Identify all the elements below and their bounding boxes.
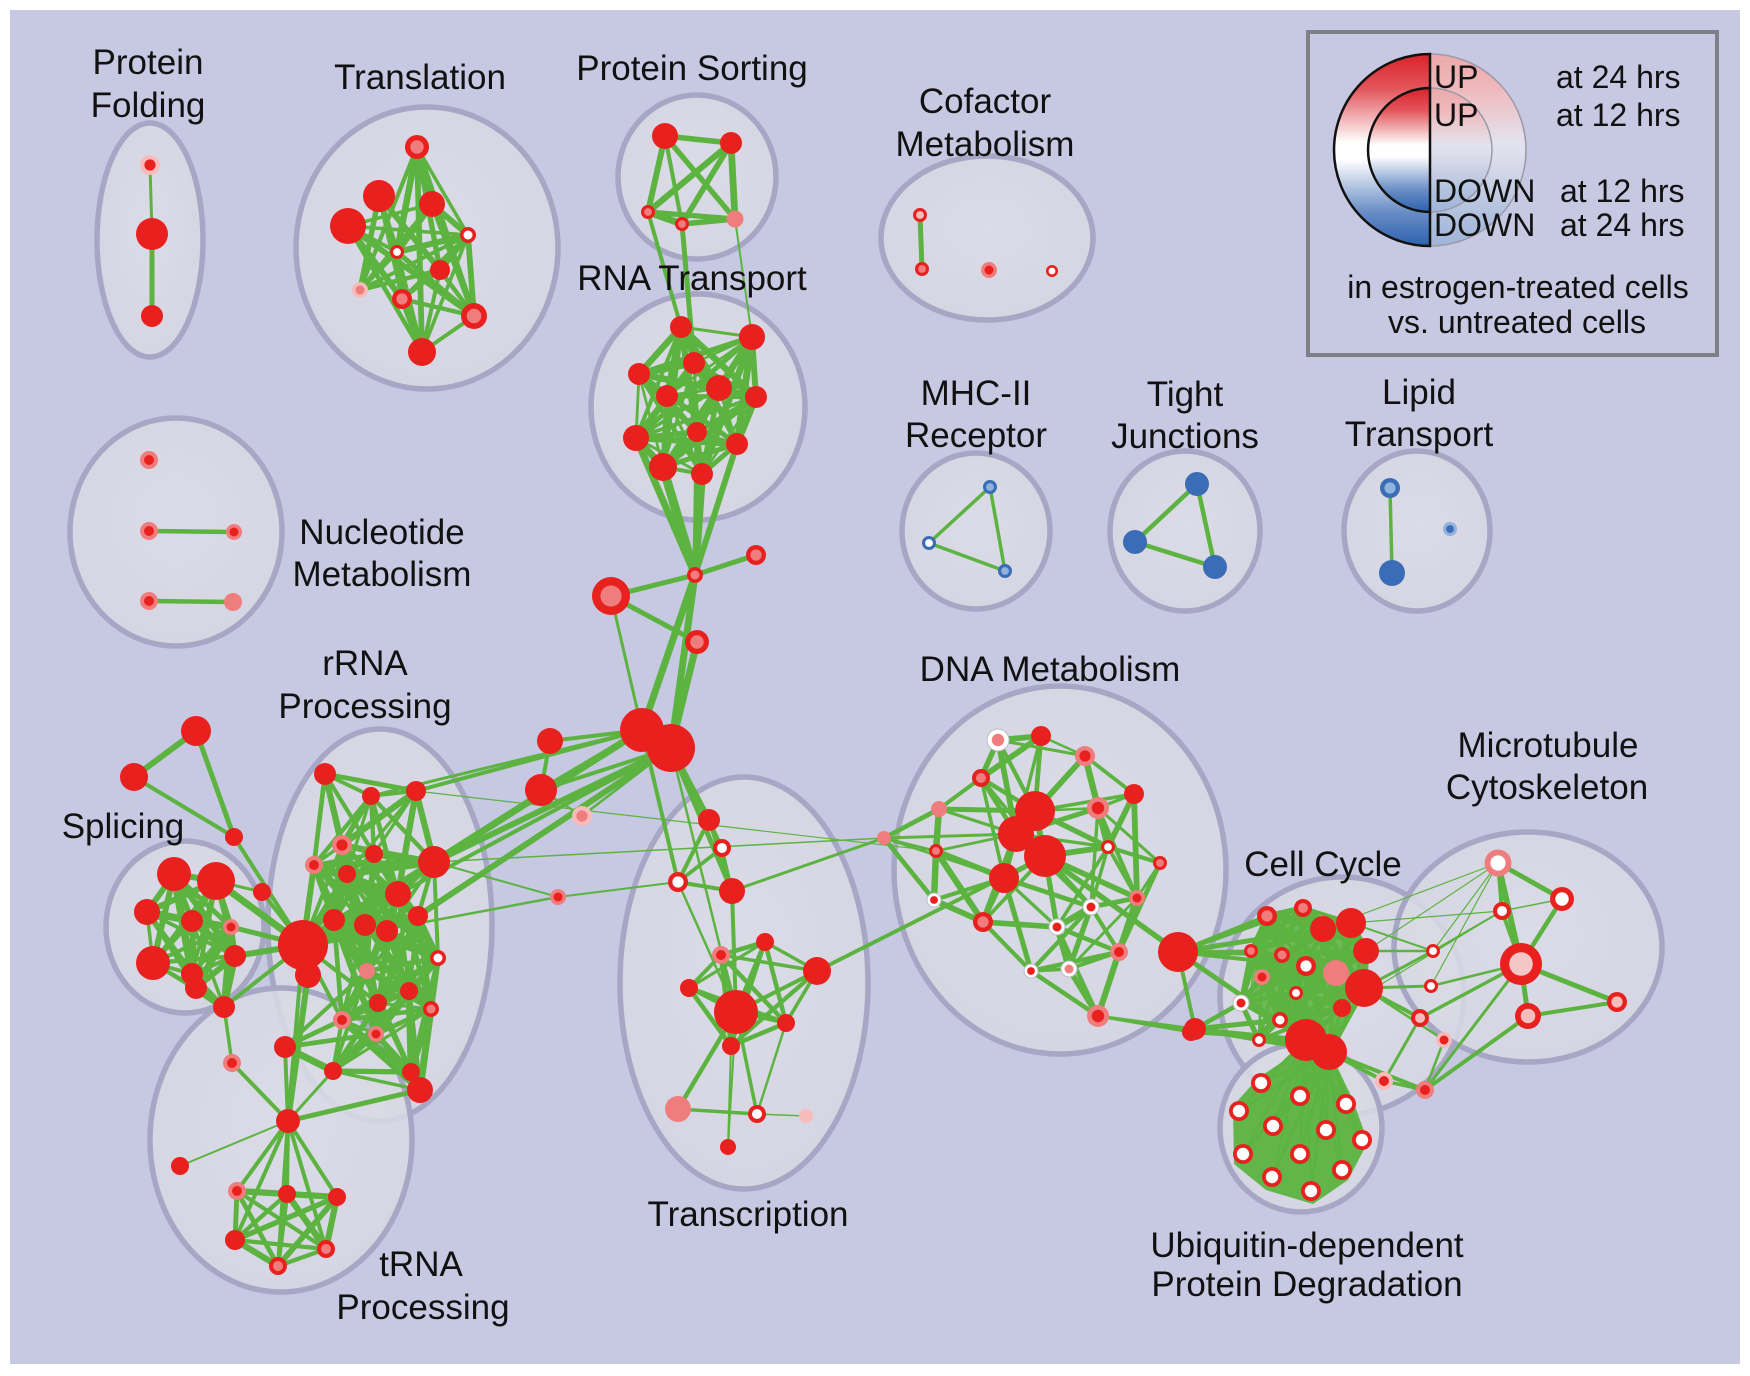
svg-text:Protein: Protein (93, 43, 204, 82)
svg-text:Processing: Processing (278, 687, 451, 726)
svg-text:Tight: Tight (1147, 375, 1224, 414)
svg-text:UP: UP (1434, 97, 1478, 133)
svg-text:Processing: Processing (336, 1288, 509, 1327)
svg-text:Junctions: Junctions (1111, 417, 1259, 456)
svg-text:Cell Cycle: Cell Cycle (1244, 845, 1402, 884)
svg-text:Folding: Folding (91, 86, 206, 125)
svg-text:vs. untreated cells: vs. untreated cells (1388, 304, 1646, 340)
svg-text:Ubiquitin-dependent: Ubiquitin-dependent (1150, 1226, 1464, 1265)
svg-text:DOWN: DOWN (1434, 207, 1535, 243)
svg-text:Nucleotide: Nucleotide (299, 513, 464, 552)
svg-text:Lipid: Lipid (1382, 373, 1456, 412)
svg-text:Cytoskeleton: Cytoskeleton (1446, 768, 1648, 807)
svg-text:tRNA: tRNA (379, 1245, 463, 1284)
svg-text:Protein Sorting: Protein Sorting (576, 49, 808, 88)
svg-text:Microtubule: Microtubule (1458, 726, 1639, 765)
svg-text:Receptor: Receptor (905, 416, 1047, 455)
svg-text:Splicing: Splicing (62, 807, 185, 846)
svg-text:Transcription: Transcription (648, 1195, 849, 1234)
svg-text:at 24 hrs: at 24 hrs (1556, 59, 1681, 95)
svg-text:UP: UP (1434, 59, 1478, 95)
svg-text:Protein Degradation: Protein Degradation (1151, 1265, 1462, 1304)
svg-text:RNA Transport: RNA Transport (577, 259, 807, 298)
svg-text:Transport: Transport (1345, 415, 1494, 454)
svg-text:DNA Metabolism: DNA Metabolism (920, 650, 1181, 689)
svg-text:DOWN: DOWN (1434, 173, 1535, 209)
svg-text:Metabolism: Metabolism (293, 555, 472, 594)
svg-text:MHC-II: MHC-II (921, 374, 1032, 413)
svg-text:at 24 hrs: at 24 hrs (1560, 207, 1685, 243)
svg-text:Translation: Translation (334, 58, 506, 97)
svg-text:at 12 hrs: at 12 hrs (1560, 173, 1685, 209)
svg-text:in estrogen-treated cells: in estrogen-treated cells (1347, 269, 1689, 305)
svg-text:Cofactor: Cofactor (919, 82, 1052, 121)
svg-text:rRNA: rRNA (322, 644, 408, 683)
svg-text:Metabolism: Metabolism (896, 125, 1075, 164)
svg-text:at 12 hrs: at 12 hrs (1556, 97, 1681, 133)
